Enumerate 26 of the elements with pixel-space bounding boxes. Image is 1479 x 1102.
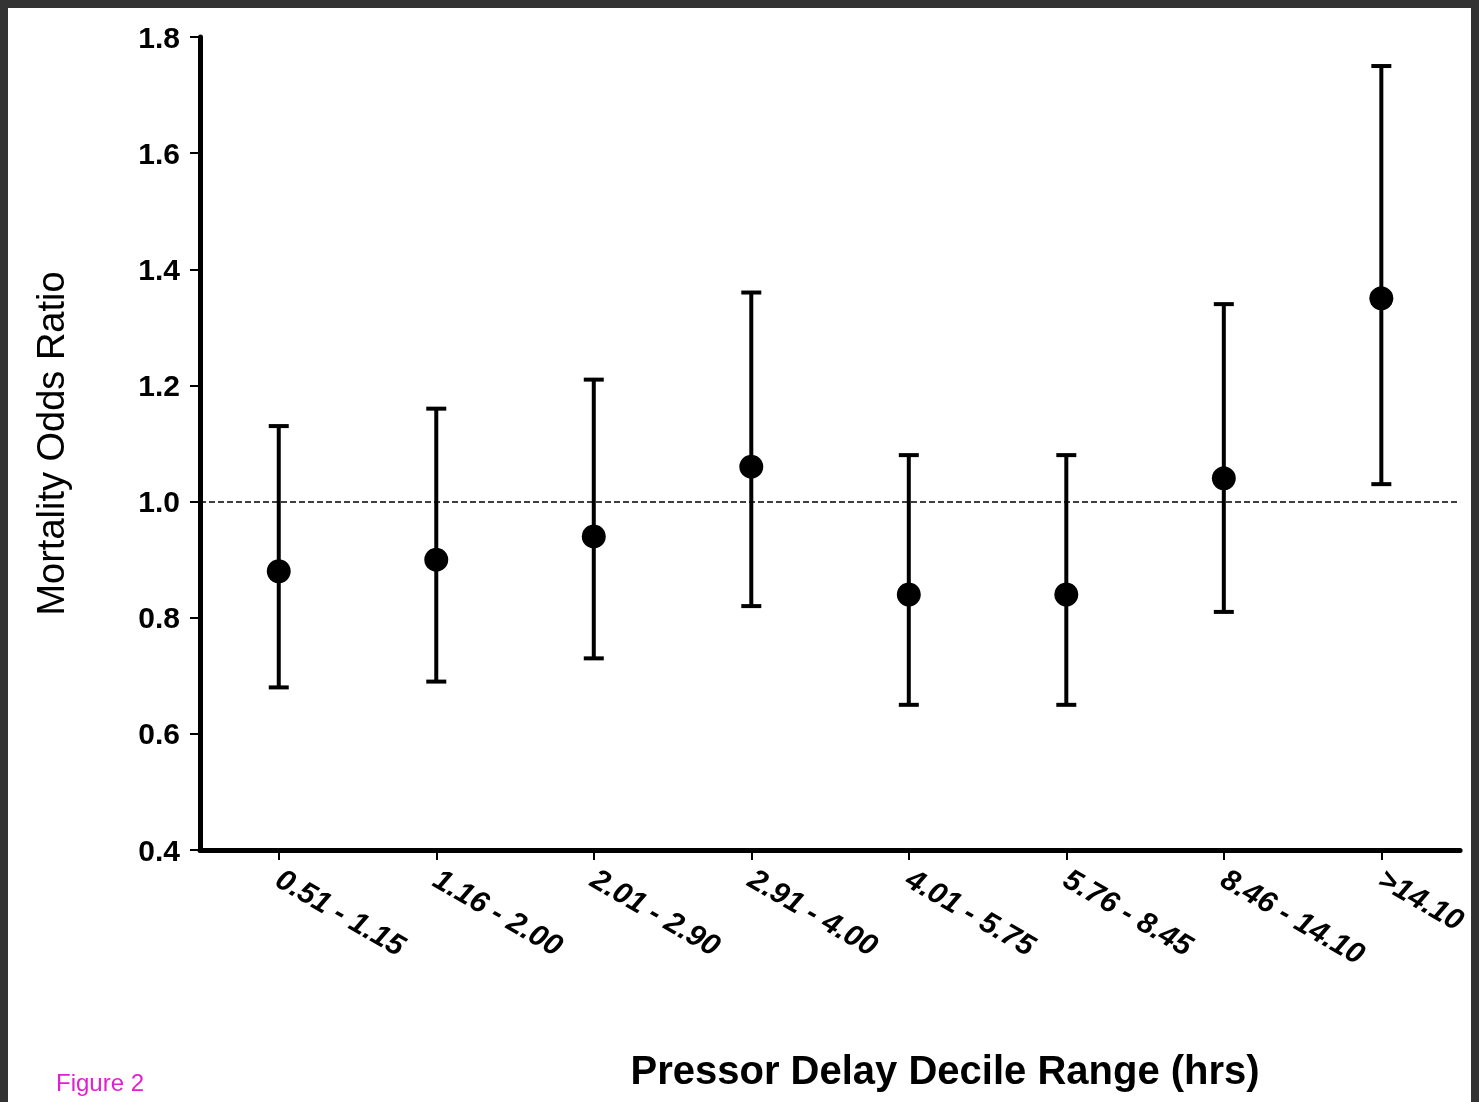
- x-tick-label: 5.76 - 8.45: [1058, 861, 1200, 963]
- y-axis-title: Mortality Odds Ratio: [30, 271, 72, 616]
- y-tick-label: 1.4: [138, 252, 181, 286]
- x-tick-label: 1.16 - 2.00: [428, 861, 569, 963]
- x-tick-label: 2.01 - 2.90: [584, 861, 727, 963]
- point: [1369, 286, 1394, 311]
- y-tick-label: 1.0: [138, 485, 180, 519]
- y-tick-label: 0.6: [138, 717, 180, 751]
- x-tick-label: 2.91 - 4.00: [742, 861, 884, 963]
- point: [896, 582, 921, 607]
- y-tick-label: 1.2: [138, 368, 180, 402]
- point: [424, 547, 449, 572]
- y-tick-label: 0.4: [138, 833, 181, 867]
- y-tick-label: 1.6: [138, 136, 180, 170]
- point: [739, 454, 764, 479]
- x-tick-label: 8.46 - 14.10: [1215, 861, 1371, 971]
- point: [266, 559, 291, 584]
- point: [581, 524, 606, 549]
- x-tick-label: 4.01 - 5.75: [899, 861, 1043, 963]
- x-axis-title: Pressor Delay Decile Range (hrs): [630, 1048, 1260, 1092]
- x-tick-label: 0.51 - 1.15: [270, 861, 413, 963]
- caption: Figure 2: [56, 1068, 145, 1096]
- point: [1211, 466, 1236, 491]
- y-tick-label: 1.8: [138, 20, 180, 54]
- y-tick-label: 0.8: [138, 601, 180, 635]
- point: [1054, 582, 1079, 607]
